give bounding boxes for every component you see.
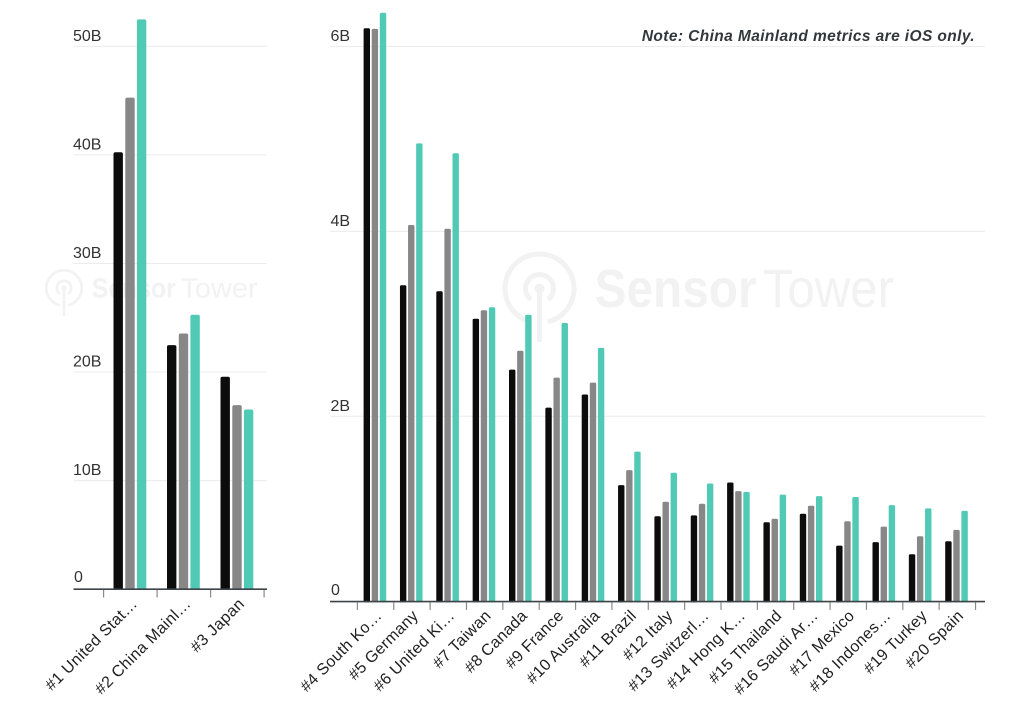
svg-text:0: 0 bbox=[74, 569, 83, 586]
svg-text:30B: 30B bbox=[73, 245, 101, 262]
svg-text:Tower: Tower bbox=[763, 259, 894, 319]
svg-text:10B: 10B bbox=[73, 462, 101, 479]
svg-text:6B: 6B bbox=[331, 28, 351, 45]
svg-text:Note: China Mainland metrics a: Note: China Mainland metrics are iOS onl… bbox=[642, 28, 975, 45]
svg-text:Sensor: Sensor bbox=[595, 259, 757, 319]
svg-text:0: 0 bbox=[331, 582, 340, 599]
svg-text:4B: 4B bbox=[331, 213, 351, 230]
svg-text:2B: 2B bbox=[331, 398, 351, 415]
svg-text:40B: 40B bbox=[73, 136, 101, 153]
svg-text:50B: 50B bbox=[73, 28, 101, 45]
svg-text:Tower: Tower bbox=[181, 273, 258, 304]
svg-text:20B: 20B bbox=[73, 354, 101, 371]
